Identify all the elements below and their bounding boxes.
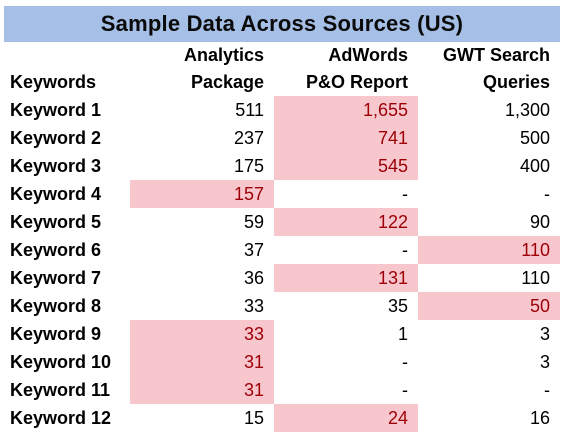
keyword-cell: Keyword 1 bbox=[10, 99, 102, 120]
analytics-cell: 59 bbox=[243, 211, 264, 232]
analytics-cell: 157 bbox=[130, 180, 274, 208]
keyword-cell: Keyword 5 bbox=[10, 211, 102, 232]
column-header-keywords: Keywords bbox=[10, 72, 97, 92]
table-title: Sample Data Across Sources (US) bbox=[100, 11, 464, 36]
adwords-cell: 1 bbox=[397, 323, 408, 344]
keyword-cell: Keyword 6 bbox=[10, 239, 102, 260]
table-row: Keyword 6 37 -110 bbox=[4, 236, 560, 264]
table-row: Keyword 10 31 - 3 bbox=[4, 348, 560, 376]
analytics-cell: 36 bbox=[243, 267, 264, 288]
gwt-cell: - bbox=[544, 379, 550, 400]
header-row: Keywords Analytics Package AdWords P&O R… bbox=[4, 42, 560, 96]
gwt-cell: 110 bbox=[418, 236, 560, 264]
column-header-analytics: Analytics Package bbox=[183, 45, 264, 92]
column-header-adwords: AdWords P&O Report bbox=[305, 45, 408, 92]
table-body: Keyword 1 511 1,655 1,300 Keyword 2 237 741 500… bbox=[4, 96, 560, 432]
adwords-cell: - bbox=[402, 351, 408, 372]
table-row: Keyword 3 175 545 400 bbox=[4, 152, 560, 180]
adwords-cell: 131 bbox=[274, 264, 418, 292]
analytics-cell: 237 bbox=[233, 127, 264, 148]
keyword-cell: Keyword 12 bbox=[10, 407, 112, 428]
keyword-cell: Keyword 3 bbox=[10, 155, 102, 176]
gwt-cell: 16 bbox=[529, 407, 550, 428]
analytics-cell: 33 bbox=[130, 320, 274, 348]
table-row: Keyword 2 237 741 500 bbox=[4, 124, 560, 152]
keyword-cell: Keyword 7 bbox=[10, 267, 102, 288]
gwt-cell: 3 bbox=[539, 351, 550, 372]
table-row: Keyword 5 59 122 90 bbox=[4, 208, 560, 236]
keyword-cell: Keyword 2 bbox=[10, 127, 102, 148]
analytics-cell: 33 bbox=[243, 295, 264, 316]
adwords-cell: - bbox=[402, 239, 408, 260]
adwords-cell: 35 bbox=[387, 295, 408, 316]
keyword-cell: Keyword 11 bbox=[10, 379, 111, 400]
adwords-cell: 1,655 bbox=[274, 96, 418, 124]
table-row: Keyword 7 36 131 110 bbox=[4, 264, 560, 292]
gwt-cell: 400 bbox=[519, 155, 550, 176]
table-row: Keyword 12 15 24 16 bbox=[4, 404, 560, 432]
keyword-cell: Keyword 9 bbox=[10, 323, 102, 344]
analytics-cell: 37 bbox=[243, 239, 264, 260]
gwt-cell: - bbox=[544, 183, 550, 204]
table-row: Keyword 9 33 1 3 bbox=[4, 320, 560, 348]
table-row: Keyword 1 511 1,655 1,300 bbox=[4, 96, 560, 124]
gwt-cell: 50 bbox=[418, 292, 560, 320]
gwt-cell: 110 bbox=[521, 267, 550, 288]
column-header-gwt: GWT Search Queries bbox=[442, 45, 550, 92]
table-title-bar: Sample Data Across Sources (US) bbox=[4, 6, 560, 42]
adwords-cell: - bbox=[402, 379, 408, 400]
gwt-cell: 500 bbox=[519, 127, 550, 148]
adwords-cell: 741 bbox=[274, 124, 418, 152]
analytics-cell: 15 bbox=[243, 407, 264, 428]
gwt-cell: 3 bbox=[539, 323, 550, 344]
analytics-cell: 511 bbox=[235, 99, 264, 120]
adwords-cell: - bbox=[402, 183, 408, 204]
analytics-cell: 175 bbox=[233, 155, 264, 176]
keyword-cell: Keyword 4 bbox=[10, 183, 102, 204]
analytics-cell: 31 bbox=[130, 348, 274, 376]
adwords-cell: 545 bbox=[274, 152, 418, 180]
data-table: Keywords Analytics Package AdWords P&O R… bbox=[4, 42, 560, 432]
adwords-cell: 24 bbox=[274, 404, 418, 432]
keyword-cell: Keyword 10 bbox=[10, 351, 112, 372]
keyword-cell: Keyword 8 bbox=[10, 295, 102, 316]
gwt-cell: 1,300 bbox=[504, 99, 550, 120]
table-row: Keyword 11 31 - - bbox=[4, 376, 560, 404]
gwt-cell: 90 bbox=[529, 211, 550, 232]
analytics-cell: 31 bbox=[130, 376, 274, 404]
adwords-cell: 122 bbox=[274, 208, 418, 236]
table-row: Keyword 4 157 - - bbox=[4, 180, 560, 208]
table-row: Keyword 8 33 35 50 bbox=[4, 292, 560, 320]
